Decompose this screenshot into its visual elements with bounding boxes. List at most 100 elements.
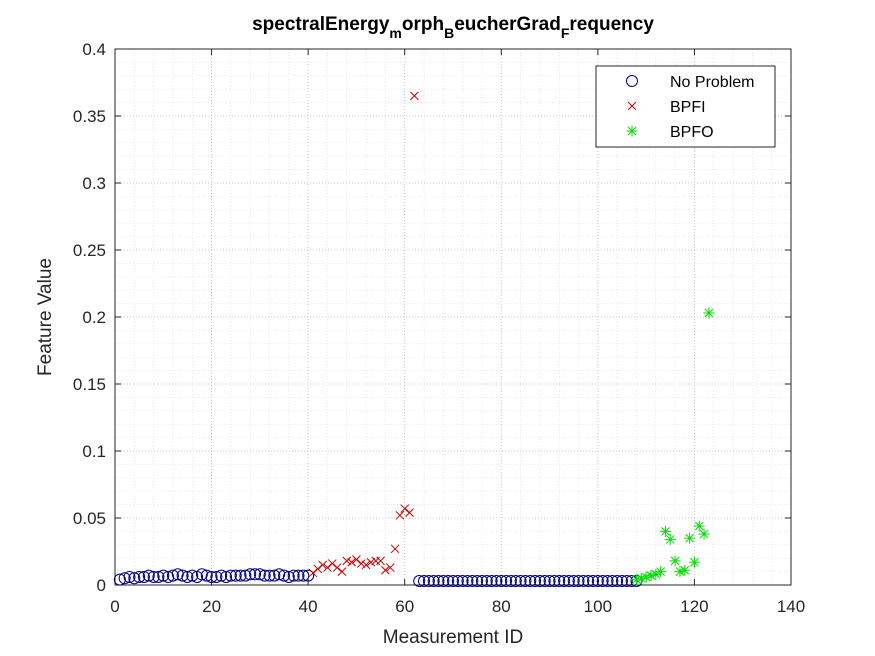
data-point xyxy=(278,569,290,582)
data-point xyxy=(405,508,414,517)
data-point xyxy=(495,574,508,587)
x-stroke xyxy=(352,555,361,564)
data-point xyxy=(437,574,450,587)
data-point xyxy=(273,568,286,581)
data-point xyxy=(253,568,266,581)
star-stroke xyxy=(699,529,709,539)
data-point xyxy=(224,569,237,582)
data-point xyxy=(361,560,371,570)
star-stroke xyxy=(665,535,675,544)
star-stroke xyxy=(641,572,651,582)
data-point xyxy=(342,556,352,566)
data-point xyxy=(166,569,179,582)
legend-marker-0 xyxy=(626,75,638,87)
x-stroke xyxy=(366,557,376,567)
data-point xyxy=(287,569,300,582)
x-stroke xyxy=(405,508,414,517)
y-tick-label: 0.4 xyxy=(82,40,106,59)
data-point xyxy=(400,504,410,513)
x-stroke xyxy=(347,557,356,567)
x-stroke xyxy=(337,567,347,576)
data-point xyxy=(475,574,488,587)
data-point xyxy=(181,570,194,583)
star-stroke xyxy=(661,527,670,536)
data-point xyxy=(282,570,295,583)
x-axis-label: Measurement ID xyxy=(383,627,523,648)
data-point xyxy=(418,574,431,587)
data-point xyxy=(456,574,469,587)
legend-marker-2 xyxy=(626,125,638,137)
data-point xyxy=(323,563,332,572)
data-point xyxy=(308,568,318,578)
data-point xyxy=(376,556,385,566)
data-point xyxy=(128,572,141,585)
x-stroke xyxy=(361,560,371,570)
data-point xyxy=(684,532,696,544)
star-stroke xyxy=(636,573,646,583)
x-stroke xyxy=(323,563,332,572)
data-point xyxy=(659,525,671,537)
data-point xyxy=(215,569,228,582)
data-point xyxy=(327,559,337,568)
data-point xyxy=(577,574,590,587)
data-point xyxy=(113,573,126,586)
x-tick-label: 20 xyxy=(202,597,221,616)
data-point xyxy=(381,565,390,575)
data-markers xyxy=(113,91,715,587)
data-point xyxy=(123,570,136,583)
data-point xyxy=(385,563,395,572)
data-point xyxy=(693,520,705,532)
data-point xyxy=(548,574,561,587)
data-point xyxy=(152,570,165,583)
data-point xyxy=(655,566,667,578)
x-tick-label: 140 xyxy=(777,597,805,616)
data-point xyxy=(591,574,604,587)
y-tick-label: 0.3 xyxy=(82,174,106,193)
data-point xyxy=(524,574,537,587)
data-point xyxy=(606,574,619,587)
data-point xyxy=(679,564,691,576)
star-stroke xyxy=(680,565,690,575)
x-stroke xyxy=(390,544,400,554)
data-point xyxy=(688,556,700,568)
data-point xyxy=(229,569,242,582)
x-stroke xyxy=(410,91,419,101)
data-point xyxy=(142,569,155,582)
data-point xyxy=(347,557,356,567)
x-stroke xyxy=(332,563,342,572)
data-point xyxy=(485,574,498,587)
x-stroke xyxy=(627,101,637,111)
star-stroke xyxy=(656,567,665,576)
x-stroke xyxy=(313,564,323,574)
legend-box xyxy=(595,65,776,148)
x-stroke xyxy=(376,556,385,566)
data-point xyxy=(698,528,710,540)
x-tick-label: 80 xyxy=(492,597,511,616)
data-point xyxy=(645,570,657,582)
data-point xyxy=(118,572,131,585)
data-point xyxy=(611,574,624,587)
data-point xyxy=(514,574,527,587)
data-point xyxy=(596,574,609,587)
data-point xyxy=(332,563,342,572)
y-axis-label: Feature Value xyxy=(35,258,56,376)
x-stroke xyxy=(318,560,327,570)
data-point xyxy=(509,574,522,587)
title-part-3: B xyxy=(444,25,454,41)
star-stroke xyxy=(675,567,685,576)
series-bpfi xyxy=(308,91,419,578)
data-point xyxy=(669,555,681,567)
y-tick-label: 0.05 xyxy=(73,509,106,528)
data-point xyxy=(171,568,184,581)
data-point xyxy=(390,544,400,554)
data-point xyxy=(366,557,376,567)
data-point xyxy=(220,570,233,583)
data-point xyxy=(529,574,542,587)
data-point xyxy=(195,568,208,581)
series-bpfo xyxy=(630,307,715,586)
title-part-0: spectralEnergy xyxy=(252,14,390,35)
chart-title: spectralEnergymorphBeucherGradFrequency xyxy=(252,14,654,41)
data-point xyxy=(572,574,585,587)
data-point xyxy=(244,568,257,581)
x-tick-labels: 0 20 40 60 80 100 120 140 xyxy=(110,597,805,616)
